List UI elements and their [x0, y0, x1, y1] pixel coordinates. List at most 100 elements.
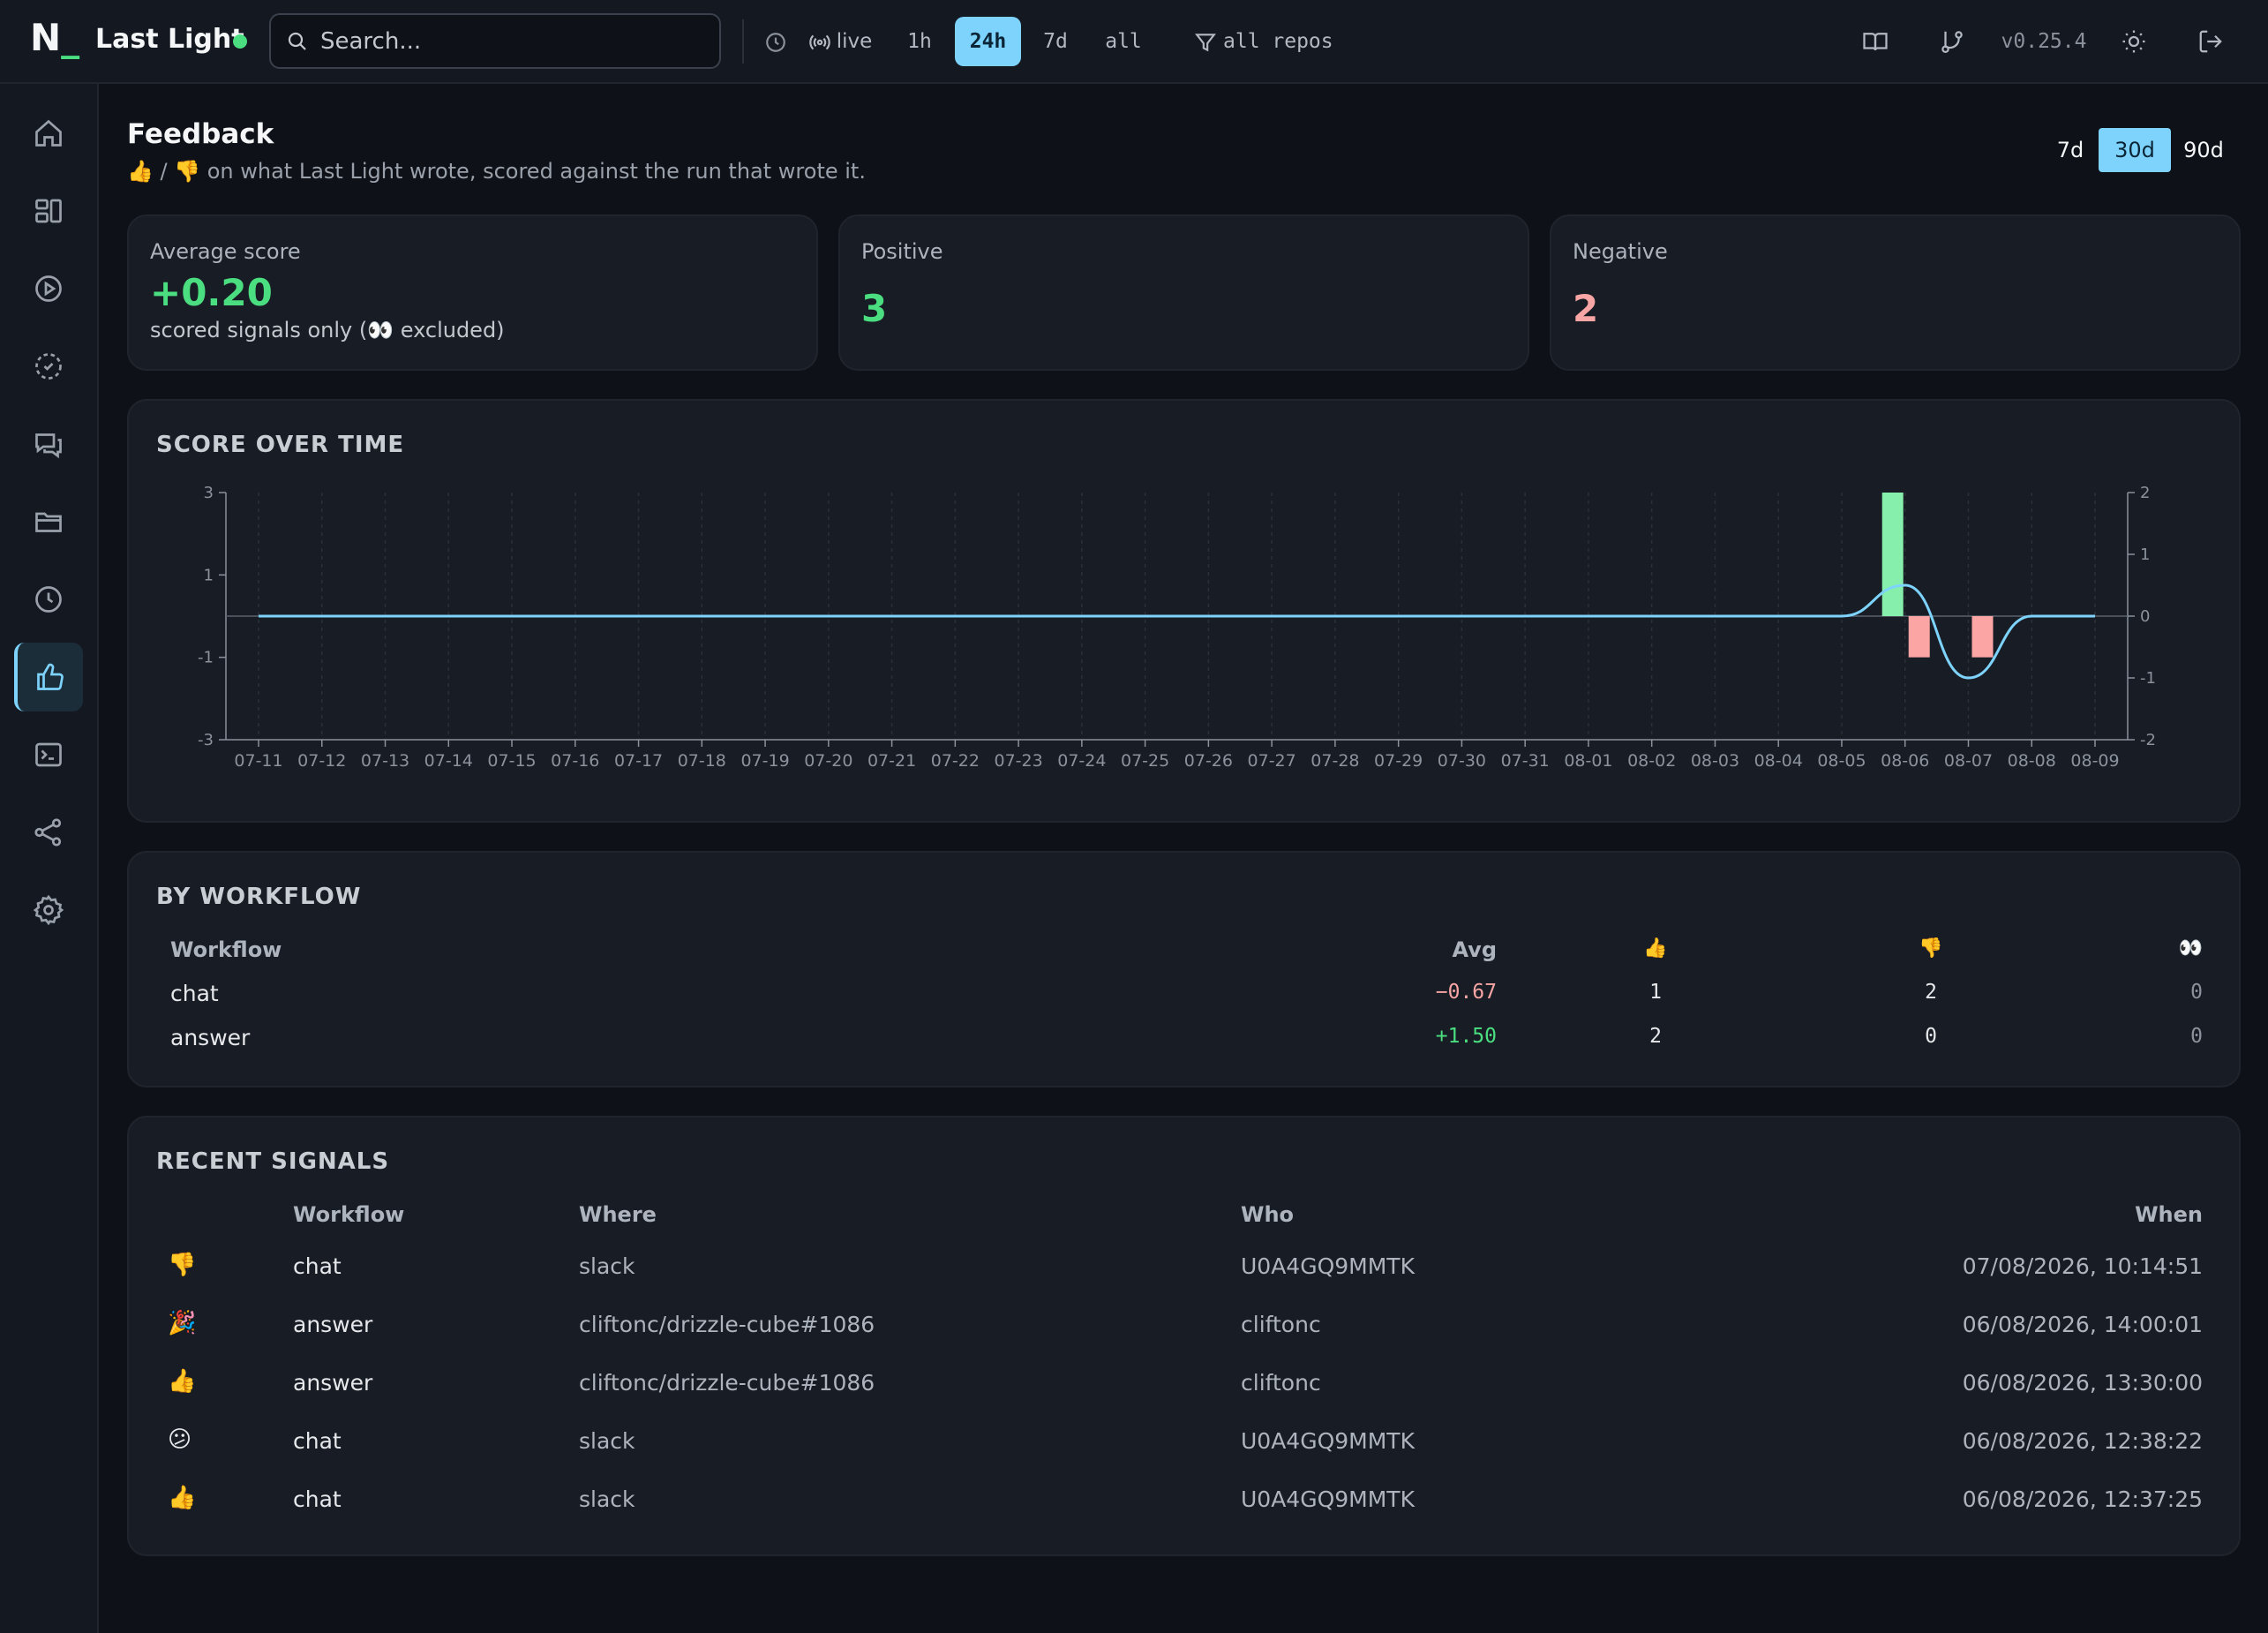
signal-who: cliftonc — [1241, 1312, 1321, 1337]
x-tick-label: 07-20 — [804, 751, 852, 771]
git-branch-icon[interactable] — [1939, 28, 1965, 55]
dashboard-icon — [35, 199, 62, 223]
x-tick-label: 07-12 — [297, 751, 346, 771]
by-workflow-title: BY WORKFLOW — [156, 884, 362, 910]
search-box[interactable] — [269, 13, 721, 69]
home-icon — [35, 119, 62, 147]
col-workflow: Workflow — [170, 937, 282, 962]
signal-icon: 👎 — [168, 1252, 197, 1278]
clock-icon — [35, 586, 62, 613]
signal-icon: 😕 — [168, 1426, 192, 1453]
scan-icon — [35, 353, 62, 380]
col-thumbs-up: 👍 — [1643, 937, 1668, 959]
sidebar — [0, 84, 99, 1633]
x-tick-label: 07-28 — [1310, 751, 1359, 771]
nav-home[interactable] — [14, 99, 83, 168]
range-24h-button[interactable]: 24h — [955, 17, 1021, 66]
y-right-tick-label: 2 — [2140, 484, 2150, 502]
search-input[interactable] — [320, 24, 700, 59]
period-90d-button[interactable]: 90d — [2183, 138, 2224, 162]
nav-scan[interactable] — [14, 332, 83, 401]
recent-signals-card: RECENT SIGNALS Workflow Where Who When 👎… — [127, 1116, 2241, 1556]
negative-bar — [1971, 616, 1994, 658]
x-tick-label: 08-08 — [2008, 751, 2056, 771]
average-score-note: scored signals only (👀 excluded) — [150, 318, 505, 342]
signal-who: U0A4GQ9MMTK — [1241, 1486, 1415, 1512]
x-tick-label: 08-01 — [1564, 751, 1612, 771]
nav-terminal[interactable] — [14, 720, 83, 789]
nav-runs[interactable] — [14, 254, 83, 323]
y-right-tick-label: -1 — [2140, 669, 2156, 688]
workflow-name: chat — [170, 981, 219, 1006]
live-button[interactable]: live — [836, 30, 873, 53]
col-signal-who: Who — [1241, 1202, 1295, 1227]
nav-share[interactable] — [14, 798, 83, 867]
col-signal-where: Where — [579, 1202, 657, 1227]
x-tick-label: 08-09 — [2070, 751, 2119, 771]
terminal-icon — [35, 742, 62, 767]
workflow-down-count: 2 — [1925, 981, 1937, 1004]
score-chart: 3 1 -1 -3 2 1 0 -1 -2 07-11 07-12 07-13 07-14 07-15 07… — [198, 484, 2156, 771]
signal-when: 07/08/2026, 10:14:51 — [1962, 1253, 2203, 1279]
period-30d-button[interactable]: 30d — [2099, 128, 2171, 172]
workflow-down-count: 0 — [1925, 1025, 1937, 1048]
x-tick-label: 07-17 — [614, 751, 663, 771]
nav-messages[interactable] — [14, 410, 83, 478]
signal-where[interactable]: cliftonc/drizzle-cube#1086 — [579, 1370, 875, 1396]
signal-workflow: answer — [293, 1370, 373, 1396]
range-1h-button[interactable]: 1h — [907, 30, 932, 53]
x-tick-label: 07-27 — [1248, 751, 1296, 771]
col-avg: Avg — [1452, 937, 1497, 962]
repo-filter-button[interactable]: all repos — [1223, 30, 1333, 53]
theme-toggle-icon[interactable] — [2121, 28, 2147, 55]
signal-when: 06/08/2026, 12:37:25 — [1962, 1486, 2203, 1512]
range-7d-button[interactable]: 7d — [1043, 30, 1068, 53]
nav-feedback[interactable] — [14, 643, 83, 711]
nav-history[interactable] — [14, 565, 83, 634]
average-score-value: +0.20 — [150, 271, 273, 314]
x-tick-label: 07-19 — [740, 751, 789, 771]
live-broadcast-icon — [809, 34, 830, 50]
logo[interactable]: N_ — [30, 16, 80, 59]
signal-where[interactable]: slack — [579, 1428, 635, 1454]
average-score-label: Average score — [150, 239, 301, 264]
book-icon[interactable] — [1862, 28, 1889, 55]
signal-where[interactable]: slack — [579, 1253, 635, 1279]
positive-value: 3 — [861, 287, 888, 330]
nav-settings[interactable] — [14, 876, 83, 944]
x-tick-label: 07-30 — [1438, 751, 1486, 771]
workflow-name: answer — [170, 1025, 251, 1050]
share-icon — [34, 818, 62, 847]
signal-icon: 🎉 — [168, 1310, 197, 1336]
x-tick-label: 07-31 — [1501, 751, 1550, 771]
score-chart-card: SCORE OVER TIME 3 1 -1 -3 2 1 0 -1 -2 07-11 07-12 0… — [127, 399, 2241, 823]
logout-icon[interactable] — [2197, 28, 2224, 55]
workflow-up-count: 1 — [1649, 981, 1662, 1004]
x-tick-label: 08-07 — [1944, 751, 1993, 771]
clock-icon — [766, 33, 785, 52]
x-tick-label: 08-05 — [1817, 751, 1866, 771]
nav-dashboard[interactable] — [14, 177, 83, 245]
signal-who: U0A4GQ9MMTK — [1241, 1428, 1415, 1454]
app-name: Last Light — [95, 24, 244, 55]
x-tick-label: 07-13 — [361, 751, 409, 771]
y-left-tick-label: -1 — [198, 649, 214, 667]
by-workflow-card: BY WORKFLOW Workflow Avg 👍 👎 👀 chat −0.6… — [127, 851, 2241, 1087]
negative-label: Negative — [1573, 239, 1668, 264]
signal-when: 06/08/2026, 13:30:00 — [1962, 1370, 2203, 1396]
signal-where[interactable]: slack — [579, 1486, 635, 1512]
filter-icon — [1195, 34, 1216, 52]
settings-icon — [33, 894, 64, 926]
period-7d-button[interactable]: 7d — [2056, 138, 2084, 162]
signal-where[interactable]: cliftonc/drizzle-cube#1086 — [579, 1312, 875, 1337]
average-score-card: Average score +0.20 scored signals only … — [127, 214, 818, 371]
negative-card: Negative 2 — [1550, 214, 2241, 371]
range-all-button[interactable]: all — [1105, 30, 1142, 53]
negative-bar — [1908, 616, 1930, 658]
chart-title: SCORE OVER TIME — [156, 432, 405, 458]
nav-files[interactable] — [14, 487, 83, 556]
y-left-tick-label: -3 — [198, 731, 214, 749]
page-subtitle: 👍 / 👎 on what Last Light wrote, scored a… — [127, 159, 866, 184]
x-tick-label: 07-18 — [678, 751, 726, 771]
signal-icon: 👍 — [168, 1485, 197, 1511]
